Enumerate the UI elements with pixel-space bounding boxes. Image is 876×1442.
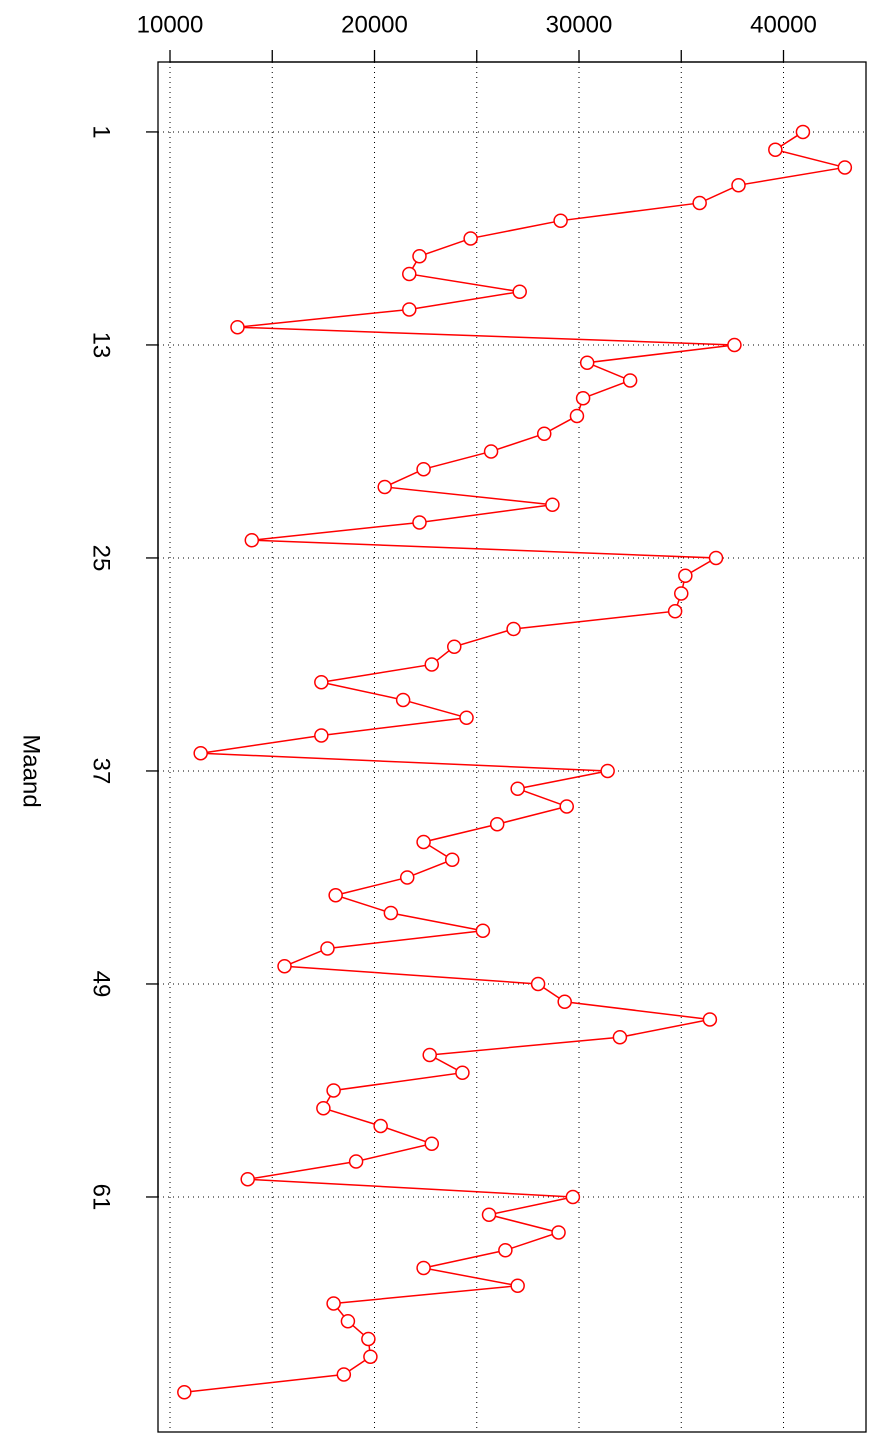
data-point — [424, 1136, 440, 1151]
data-point — [475, 923, 491, 938]
data-point — [569, 408, 585, 424]
month-tick-label: 1 — [88, 125, 115, 138]
data-point — [678, 568, 693, 583]
data-point — [731, 177, 746, 193]
month-tick-label: 37 — [88, 758, 115, 785]
data-point — [481, 1207, 497, 1222]
data-point — [416, 1260, 431, 1276]
data-point — [363, 1349, 378, 1364]
data-point — [402, 266, 417, 282]
data-point — [510, 781, 525, 796]
data-point — [837, 160, 853, 175]
data-point — [708, 550, 724, 566]
data-point — [510, 1278, 525, 1293]
data-point — [314, 728, 329, 743]
data-point — [530, 976, 546, 992]
data-point — [402, 302, 417, 317]
data-point — [348, 1154, 364, 1169]
data-point — [177, 1384, 192, 1400]
data-point — [536, 426, 552, 441]
data-point — [565, 1189, 581, 1205]
data-point — [340, 1313, 356, 1329]
data-point — [193, 745, 208, 761]
month-tick-label: 13 — [88, 332, 115, 359]
data-point — [320, 941, 335, 956]
data-point — [674, 586, 689, 601]
data-point — [244, 532, 260, 548]
data-point — [579, 355, 595, 370]
data-point — [412, 248, 427, 264]
data-point — [727, 337, 742, 353]
data-point — [395, 692, 411, 708]
data-point — [512, 284, 527, 299]
data-point — [326, 1083, 341, 1098]
data-point — [483, 444, 499, 459]
data-point — [416, 461, 431, 477]
data-point — [551, 1225, 566, 1240]
data-line — [184, 131, 846, 1393]
data-point — [377, 479, 392, 495]
data-point — [316, 1100, 331, 1116]
data-point — [326, 1296, 341, 1311]
data-point — [459, 710, 474, 725]
data-point — [463, 231, 478, 246]
month-tick-label: 25 — [88, 545, 115, 572]
plot-box — [157, 61, 867, 1433]
data-point — [559, 799, 574, 814]
data-point — [667, 603, 683, 619]
data-point — [230, 319, 245, 335]
data-point — [553, 213, 568, 228]
data-point — [498, 1242, 513, 1258]
data-point — [600, 763, 615, 779]
data-point — [557, 994, 572, 1009]
month-tick-label: 49 — [88, 971, 115, 998]
data-point — [373, 1118, 388, 1134]
data-point — [702, 1012, 718, 1027]
data-point — [383, 905, 399, 921]
data-point — [768, 142, 783, 157]
data-point — [240, 1171, 255, 1187]
data-point — [444, 852, 460, 867]
data-point — [412, 515, 427, 530]
data-point — [575, 390, 591, 406]
data-point — [361, 1331, 376, 1347]
data-point — [314, 674, 329, 690]
data-point — [399, 870, 415, 885]
data-point — [692, 195, 707, 211]
data-point — [416, 834, 431, 850]
data-point — [545, 497, 560, 512]
data-point — [506, 621, 521, 637]
data-point — [455, 1065, 470, 1080]
data-point — [336, 1367, 352, 1382]
data-point — [424, 657, 440, 672]
month-tick-label: 61 — [88, 1184, 115, 1211]
data-point — [795, 124, 811, 140]
value-tick-label: 10000 — [137, 11, 204, 38]
data-point — [622, 373, 638, 388]
data-point — [277, 958, 292, 974]
value-tick-label: 30000 — [546, 11, 613, 38]
value-tick-label: 20000 — [341, 11, 408, 38]
data-point — [422, 1047, 437, 1063]
data-point — [489, 816, 505, 832]
value-tick-label: 40000 — [750, 11, 817, 38]
data-point — [328, 887, 343, 903]
data-point — [447, 639, 462, 654]
axis-label: Maand — [18, 734, 45, 807]
data-point — [612, 1029, 628, 1045]
